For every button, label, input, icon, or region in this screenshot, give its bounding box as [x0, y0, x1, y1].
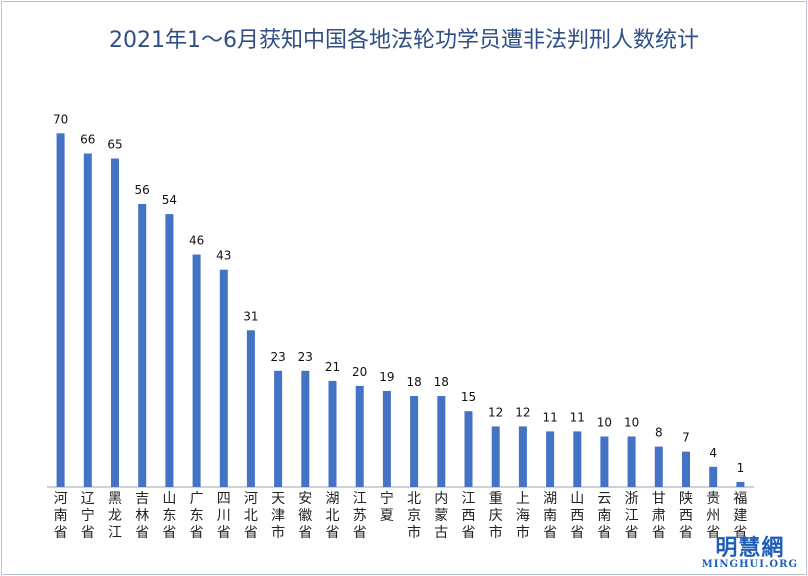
- category-label-22: 甘肃省: [652, 491, 666, 541]
- category-label-7: 河北省: [244, 491, 258, 541]
- bar-21: [627, 436, 636, 487]
- data-label-12: 19: [379, 370, 394, 384]
- data-label-1: 66: [80, 133, 95, 147]
- category-label-1: 辽宁省: [81, 491, 95, 541]
- category-label-15: 江西省: [462, 491, 476, 541]
- bar-7: [246, 330, 255, 487]
- data-label-8: 23: [270, 350, 285, 364]
- data-label-9: 23: [298, 350, 313, 364]
- bar-3: [138, 204, 147, 487]
- chart-title: 2021年1～6月获知中国各地法轮功学员遭非法判刑人数统计: [109, 28, 699, 53]
- category-label-4: 山东省: [162, 491, 176, 541]
- minghui-watermark: 明慧網 MINGHUI.ORG: [702, 537, 798, 570]
- bar-18: [546, 431, 555, 487]
- bar-10: [328, 380, 337, 487]
- bar-20: [600, 436, 609, 487]
- data-label-22: 8: [655, 426, 663, 440]
- category-label-25: 福建省: [733, 491, 747, 541]
- category-label-9: 安徽省: [298, 491, 312, 541]
- watermark-site-text: MINGHUI.ORG: [701, 559, 798, 570]
- category-label-19: 山西省: [570, 491, 584, 541]
- data-label-2: 65: [107, 138, 122, 152]
- category-label-24: 贵州省: [706, 491, 720, 541]
- category-label-14: 内蒙古: [434, 491, 448, 541]
- data-label-13: 18: [406, 375, 421, 389]
- category-label-8: 天津市: [271, 491, 285, 541]
- bar-23: [682, 451, 690, 487]
- bar-16: [491, 426, 500, 487]
- bar-25: [736, 481, 745, 487]
- data-label-11: 20: [352, 365, 367, 379]
- category-label-6: 四川省: [217, 491, 231, 541]
- bar-17: [518, 426, 527, 487]
- data-label-10: 21: [325, 360, 340, 374]
- data-label-20: 10: [597, 416, 612, 430]
- data-label-21: 10: [624, 416, 639, 430]
- category-label-5: 广东省: [190, 491, 204, 541]
- category-label-11: 江苏省: [353, 491, 367, 541]
- category-label-3: 吉林省: [135, 491, 149, 541]
- data-label-19: 11: [570, 410, 585, 424]
- bar-24: [709, 466, 718, 487]
- data-label-14: 18: [434, 375, 449, 389]
- data-label-6: 43: [216, 249, 231, 263]
- category-label-13: 北京市: [407, 491, 421, 541]
- bar-6: [219, 269, 228, 487]
- category-label-18: 湖南省: [543, 491, 557, 541]
- data-label-16: 12: [488, 405, 503, 419]
- bar-12: [382, 391, 391, 487]
- bar-14: [437, 396, 446, 487]
- category-label-0: 河南省: [54, 491, 68, 541]
- bar-15: [464, 411, 473, 487]
- bar-11: [355, 385, 364, 487]
- bar-1: [83, 153, 92, 487]
- bar-19: [573, 431, 582, 487]
- data-label-0: 70: [53, 112, 68, 126]
- bar-13: [410, 396, 419, 487]
- data-label-17: 12: [515, 405, 530, 419]
- bar-22: [654, 446, 663, 487]
- bar-0: [56, 133, 65, 488]
- category-label-10: 湖北省: [326, 491, 340, 541]
- data-label-7: 31: [243, 309, 258, 323]
- category-label-2: 黑龙江: [108, 491, 122, 541]
- category-label-23: 陕西省: [679, 491, 693, 541]
- category-label-21: 浙江省: [625, 491, 639, 541]
- category-label-16: 重庆市: [489, 491, 503, 541]
- data-label-15: 15: [461, 390, 476, 404]
- category-label-17: 上海市: [516, 491, 530, 541]
- category-label-12: 宁夏: [380, 490, 394, 524]
- data-label-18: 11: [542, 410, 557, 424]
- data-label-3: 56: [135, 183, 150, 197]
- data-label-5: 46: [189, 234, 204, 248]
- bar-4: [165, 214, 174, 487]
- bar-8: [274, 370, 283, 487]
- data-label-25: 1: [737, 461, 745, 475]
- data-label-23: 7: [682, 431, 690, 445]
- bar-5: [192, 254, 201, 487]
- watermark-logo-text: 明慧網: [715, 535, 785, 561]
- data-label-4: 54: [162, 193, 177, 207]
- category-label-20: 云南省: [597, 491, 611, 541]
- bar-2: [111, 158, 119, 487]
- data-label-24: 4: [709, 446, 717, 460]
- bar-9: [301, 370, 310, 487]
